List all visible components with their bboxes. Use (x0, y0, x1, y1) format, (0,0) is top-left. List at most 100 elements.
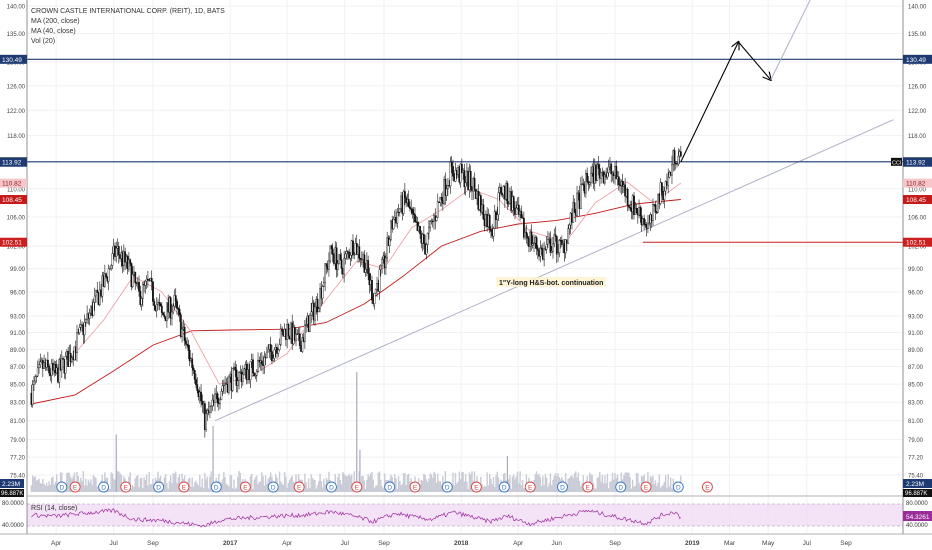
volume-bar (599, 471, 601, 492)
dividend-marker[interactable] (384, 481, 396, 493)
volume-bar (338, 473, 340, 492)
candle-body (526, 236, 529, 239)
candle-body (560, 239, 563, 245)
volume-bar (633, 486, 635, 492)
volume-bar (223, 471, 225, 492)
earnings-marker[interactable] (69, 481, 81, 493)
dividend-marker[interactable] (498, 481, 510, 493)
dividend-marker[interactable] (267, 481, 279, 493)
dividend-marker[interactable] (210, 481, 222, 493)
volume-bar (205, 479, 207, 492)
candle-body (384, 257, 387, 268)
earnings-marker[interactable] (701, 481, 713, 493)
volume-bar (654, 480, 657, 492)
volume-bar (459, 478, 462, 492)
volume-bar (439, 481, 442, 492)
volume-spike (359, 450, 361, 492)
volume-bar (468, 472, 471, 492)
volume-bar (310, 474, 312, 492)
candle-body (496, 214, 499, 220)
candle-body (667, 176, 670, 186)
volume-bar (94, 476, 96, 492)
event-marker-letter: D (502, 485, 507, 492)
candle-body (579, 184, 582, 209)
earnings-marker[interactable] (293, 481, 305, 493)
candle-body (454, 170, 457, 182)
earnings-marker[interactable] (470, 481, 482, 493)
volume-label-right-badge (903, 479, 932, 488)
volume-bar (635, 473, 638, 492)
dividend-marker[interactable] (325, 481, 337, 493)
volume-bar (315, 488, 317, 492)
earnings-marker[interactable] (120, 481, 132, 493)
candle-body (339, 254, 342, 260)
projection-arrow-segment[interactable] (738, 41, 770, 80)
candle-body (322, 282, 325, 287)
earnings-marker[interactable] (178, 481, 190, 493)
volume-bar (192, 486, 195, 492)
horizontal-levels[interactable] (27, 58, 903, 243)
dividend-marker[interactable] (98, 481, 110, 493)
volume-bar (575, 471, 577, 492)
projection-arrows[interactable] (680, 0, 813, 163)
candle-body (138, 281, 140, 292)
grid (27, 0, 903, 534)
candle-body (621, 181, 624, 187)
volume-label-left: 2.23M (2, 481, 20, 488)
volume-bar (264, 475, 267, 492)
y-tick-label-left: 91.00 (10, 331, 26, 337)
earnings-marker[interactable] (640, 481, 652, 493)
earnings-marker[interactable] (239, 481, 251, 493)
volume-bar (235, 487, 238, 492)
ascending-trendline[interactable] (214, 119, 894, 422)
candle-body (46, 359, 49, 367)
candle-body (429, 221, 432, 228)
projection-continuation-line[interactable] (770, 0, 813, 81)
candle-body (128, 259, 130, 270)
volume-bar (570, 476, 572, 492)
candle-body (590, 173, 592, 184)
volume-bar (520, 485, 523, 492)
dividend-marker[interactable] (56, 481, 68, 493)
volume-bar (325, 477, 328, 492)
volume-bar (280, 481, 282, 492)
candle-body (235, 369, 238, 386)
volume-bar (56, 474, 58, 492)
candle-body (390, 220, 392, 240)
volume-bar (568, 477, 571, 492)
volume-bar (207, 488, 210, 492)
earnings-marker[interactable] (524, 481, 536, 493)
dividend-marker[interactable] (153, 481, 165, 493)
dividend-marker[interactable] (672, 481, 684, 493)
volume-bar (496, 471, 498, 492)
candle-body (139, 291, 142, 305)
event-marker-letter: D (560, 485, 565, 492)
candle-body (555, 236, 558, 255)
earnings-marker[interactable] (351, 481, 363, 493)
candle-body (482, 204, 485, 220)
candle-body (38, 364, 40, 369)
trendline[interactable] (214, 119, 894, 422)
projection-arrow-segment[interactable] (680, 42, 739, 163)
candle-body (335, 247, 338, 270)
volume-bar (68, 472, 71, 492)
candle-body (554, 234, 557, 237)
candle-body (530, 231, 533, 246)
volume-bar (150, 484, 153, 492)
earnings-marker[interactable] (582, 481, 594, 493)
volume-bar (96, 486, 98, 492)
price-label-right-badge (903, 54, 932, 64)
volume-bar (429, 473, 431, 492)
volume-bar (353, 471, 355, 492)
earnings-marker[interactable] (409, 481, 421, 493)
dividend-marker[interactable] (557, 481, 568, 493)
dividend-marker[interactable] (441, 481, 453, 493)
y-tick-label-left: 99.00 (10, 267, 26, 273)
price-label-left-badge (0, 178, 27, 188)
dividend-marker[interactable] (615, 481, 627, 493)
volume-bar (337, 477, 339, 492)
candle-body (269, 344, 272, 352)
candle-body (573, 202, 576, 213)
